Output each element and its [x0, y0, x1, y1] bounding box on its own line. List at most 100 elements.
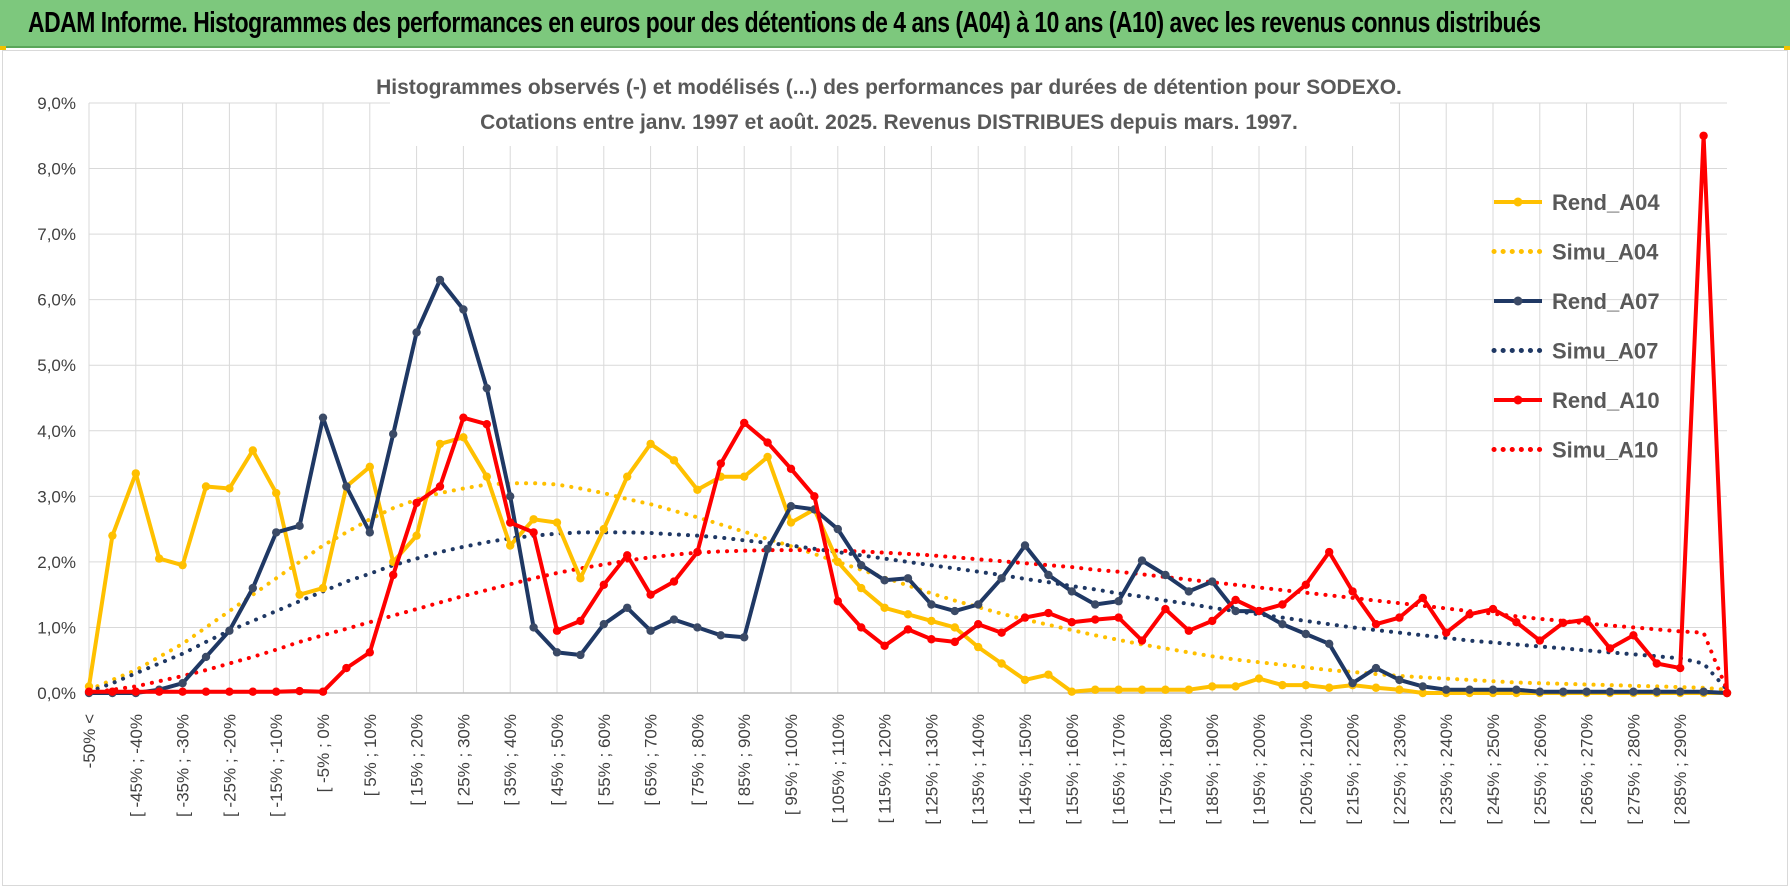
data-point	[950, 606, 959, 616]
data-point	[1371, 619, 1381, 629]
data-point	[1044, 608, 1053, 618]
data-point	[1465, 610, 1474, 619]
data-point	[1208, 616, 1217, 626]
data-point	[295, 521, 304, 531]
x-tick-label: [ 145% ; 150%	[1016, 714, 1035, 825]
data-point	[318, 687, 328, 696]
data-point	[1676, 663, 1685, 673]
data-point	[623, 551, 632, 560]
x-tick-label: [ 35% ; 40%	[501, 714, 520, 806]
data-point	[740, 418, 749, 428]
data-point	[108, 531, 117, 540]
data-point	[810, 492, 819, 501]
x-tick-label: [ 225% ; 230%	[1390, 714, 1409, 825]
data-point	[880, 576, 889, 585]
x-tick-label: [ 95% ; 100%	[782, 714, 801, 815]
y-tick-label: 5,0%	[37, 356, 76, 375]
data-point	[412, 498, 421, 508]
data-point	[903, 610, 913, 619]
data-point	[342, 663, 351, 673]
data-point	[1184, 685, 1194, 694]
data-point	[786, 518, 796, 527]
x-tick-label: [ -25% ; -20%	[220, 714, 239, 817]
data-point	[1184, 626, 1194, 635]
data-point	[225, 687, 234, 696]
legend-label: Rend_A10	[1552, 388, 1660, 413]
data-point	[1676, 687, 1685, 696]
banner: ADAM Informe. Histogrammes des performan…	[0, 0, 1790, 48]
data-point	[248, 446, 257, 455]
data-point	[248, 687, 257, 696]
data-point	[1091, 685, 1100, 694]
data-point	[1325, 639, 1334, 649]
data-point	[1301, 629, 1311, 639]
data-point	[155, 554, 164, 563]
data-point	[1442, 685, 1451, 694]
data-point	[1231, 606, 1240, 616]
legend-marker	[1513, 197, 1523, 207]
y-tick-label: 9,0%	[37, 94, 76, 113]
data-point	[1371, 663, 1381, 673]
data-point	[716, 631, 725, 640]
data-point	[435, 482, 445, 491]
data-point	[1161, 685, 1170, 694]
data-point	[903, 625, 913, 634]
data-point	[389, 429, 398, 439]
data-point	[1231, 682, 1240, 691]
data-point	[459, 413, 468, 422]
data-point	[1325, 683, 1334, 692]
data-point	[880, 603, 889, 612]
data-point	[623, 472, 632, 481]
x-tick-label: [ 245% ; 250%	[1484, 714, 1503, 825]
data-point	[740, 633, 749, 642]
data-point	[365, 528, 374, 537]
data-point	[1325, 547, 1334, 557]
data-point	[1020, 613, 1030, 622]
data-point	[763, 544, 772, 553]
x-tick-label: [ 185% ; 190%	[1203, 714, 1222, 825]
data-point	[763, 452, 772, 462]
data-point	[1044, 570, 1053, 580]
data-point	[927, 600, 936, 609]
data-point	[880, 641, 889, 650]
data-point	[272, 488, 281, 498]
series-layer	[84, 131, 1732, 698]
data-point	[155, 687, 164, 696]
data-point	[552, 626, 562, 635]
data-point	[1582, 687, 1591, 696]
x-tick-label: [ 55% ; 60%	[595, 714, 614, 806]
y-tick-label: 8,0%	[37, 160, 76, 179]
x-tick-label: [ -45% ; -40%	[127, 714, 146, 817]
data-point	[342, 482, 351, 491]
data-point	[1652, 659, 1662, 668]
x-tick-label: [ 75% ; 80%	[688, 714, 707, 806]
legend-label: Rend_A04	[1552, 190, 1660, 215]
data-point	[1278, 619, 1287, 629]
data-point	[997, 574, 1006, 583]
data-point	[1161, 604, 1170, 614]
data-point	[974, 619, 983, 629]
banner-corner-right	[1784, 46, 1790, 50]
data-point	[763, 438, 772, 447]
data-point	[950, 623, 959, 632]
x-tick-label: [ 25% ; 30%	[454, 714, 473, 806]
gridlines	[88, 102, 1727, 694]
data-point	[178, 687, 187, 696]
data-point	[1020, 675, 1030, 685]
data-point	[646, 590, 655, 599]
data-point	[1371, 683, 1381, 692]
data-point	[833, 524, 842, 534]
x-tick-label: [ 45% ; 50%	[548, 714, 567, 806]
data-point	[1278, 600, 1287, 609]
y-tick-label: 3,0%	[37, 487, 76, 506]
y-tick-label: 1,0%	[37, 618, 76, 637]
data-point	[1208, 682, 1217, 691]
data-point	[412, 328, 421, 337]
chart-subtitle: Cotations entre janv. 1997 et août. 2025…	[480, 111, 1298, 134]
data-point	[178, 560, 187, 570]
data-point	[318, 413, 328, 422]
data-point	[1254, 606, 1264, 616]
x-tick-label: [ 135% ; 140%	[969, 714, 988, 825]
data-point	[295, 686, 304, 696]
